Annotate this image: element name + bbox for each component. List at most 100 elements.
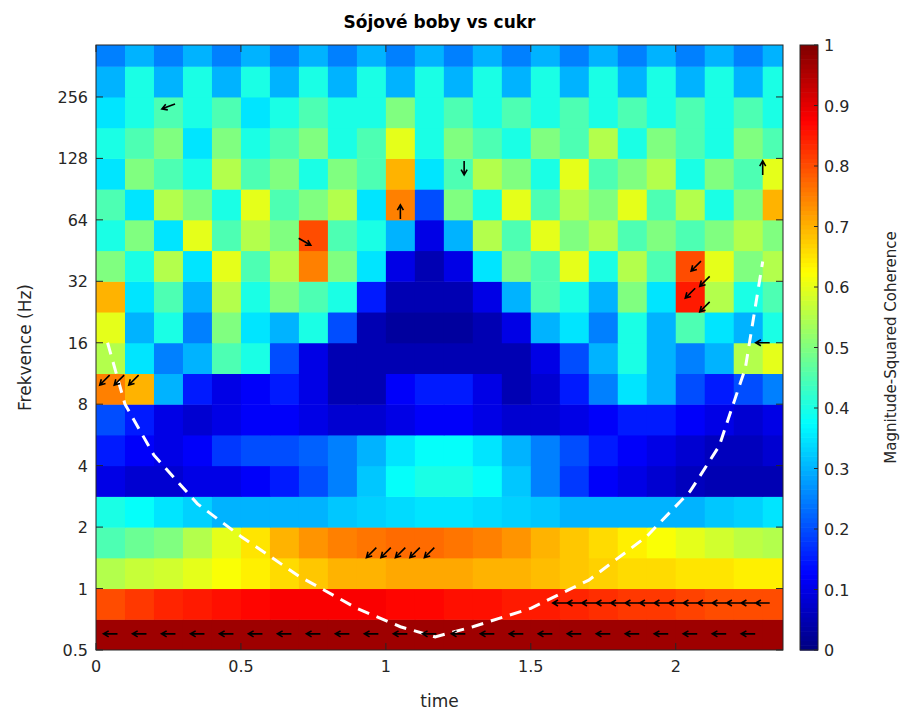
colorbar-swatch: [800, 499, 818, 504]
heat-cell: [763, 128, 783, 159]
heat-cell: [473, 496, 502, 527]
colorbar-swatch: [800, 158, 818, 163]
heat-cell: [241, 435, 270, 466]
phase-arrow: [640, 600, 654, 606]
heat-cell: [444, 527, 473, 558]
heat-cell: [734, 220, 763, 251]
heat-cell: [357, 312, 386, 343]
colorbar-swatch: [800, 281, 818, 286]
colorbar-swatch: [800, 196, 818, 201]
heat-cell: [357, 343, 386, 374]
colorbar-tick-label: 0.7: [824, 218, 849, 237]
heat-cell: [183, 66, 212, 97]
heat-cell: [705, 435, 734, 466]
heat-cell: [763, 558, 783, 589]
heat-cell: [96, 220, 125, 251]
colorbar-tick-label: 0.9: [824, 97, 849, 116]
heat-cell: [647, 220, 676, 251]
heat-cell: [212, 220, 241, 251]
heat-cell: [212, 312, 241, 343]
heat-cell: [357, 251, 386, 282]
x-tick: [240, 45, 241, 52]
cone-of-influence: [108, 262, 763, 637]
heat-cell: [647, 128, 676, 159]
y-tick: [96, 219, 103, 220]
heat-cell: [589, 158, 618, 189]
heat-cell: [560, 312, 589, 343]
heat-cell: [502, 343, 531, 374]
heat-cell: [763, 97, 783, 128]
heat-cell: [212, 527, 241, 558]
y-tick: [776, 158, 783, 159]
colorbar-swatch: [800, 451, 818, 456]
heat-cell: [676, 435, 705, 466]
heat-cell: [154, 158, 183, 189]
heat-cell: [734, 343, 763, 374]
heat-cell: [560, 374, 589, 405]
y-tick: [96, 650, 103, 651]
phase-arrow: [700, 302, 710, 312]
heat-cell: [763, 374, 783, 405]
colorbar-swatch: [800, 399, 818, 404]
heat-cell: [386, 281, 415, 312]
heat-cell: [415, 527, 444, 558]
heat-cell: [502, 589, 531, 620]
heat-cell: [241, 527, 270, 558]
x-tick: [96, 643, 97, 650]
heat-cell: [125, 45, 154, 67]
heat-cell: [589, 45, 618, 67]
heat-cell: [299, 189, 328, 220]
heat-cell: [96, 281, 125, 312]
heat-cell: [328, 435, 357, 466]
heat-cell: [212, 435, 241, 466]
colorbar-swatch: [800, 239, 818, 244]
heat-cell: [299, 128, 328, 159]
colorbar-swatch: [800, 343, 818, 348]
heat-cell: [96, 312, 125, 343]
heat-cell: [357, 97, 386, 128]
colorbar-swatch: [800, 584, 818, 589]
heat-cell: [734, 128, 763, 159]
heat-cell: [618, 281, 647, 312]
heat-cell: [502, 312, 531, 343]
heat-cell: [589, 527, 618, 558]
heat-cell: [618, 435, 647, 466]
phase-arrow: [700, 276, 710, 286]
heat-cell: [328, 158, 357, 189]
colorbar-swatch: [800, 125, 818, 130]
y-tick-label: 8: [78, 395, 88, 414]
heat-cell: [705, 97, 734, 128]
heat-cell: [212, 45, 241, 67]
colorbar-swatch: [800, 366, 818, 371]
colorbar-swatch: [800, 140, 818, 145]
heat-cell: [96, 527, 125, 558]
heat-cell: [299, 435, 328, 466]
heat-cell: [96, 466, 125, 497]
heat-cell: [96, 404, 125, 435]
heat-cell: [183, 558, 212, 589]
colorbar-swatch: [800, 286, 818, 291]
colorbar-tick: [814, 347, 818, 348]
heat-cell: [183, 527, 212, 558]
heat-cell: [502, 435, 531, 466]
heat-cell: [270, 97, 299, 128]
heat-cell: [125, 158, 154, 189]
x-tick: [96, 45, 97, 52]
colorbar-tick: [814, 287, 818, 288]
heat-cell: [444, 558, 473, 589]
heat-cell: [560, 251, 589, 282]
heat-cell: [357, 374, 386, 405]
heat-cell: [560, 527, 589, 558]
phase-arrow: [381, 548, 391, 558]
heat-cell: [473, 251, 502, 282]
colorbar-swatch: [800, 182, 818, 187]
heat-cell: [618, 558, 647, 589]
colorbar-swatch: [800, 149, 818, 154]
colorbar-swatch: [800, 565, 818, 570]
heat-cell: [270, 404, 299, 435]
heat-cell: [241, 281, 270, 312]
x-tick-label: 0: [91, 657, 101, 676]
y-tick-label: 2: [78, 518, 88, 537]
heat-cell: [618, 189, 647, 220]
colorbar-swatch: [800, 258, 818, 263]
